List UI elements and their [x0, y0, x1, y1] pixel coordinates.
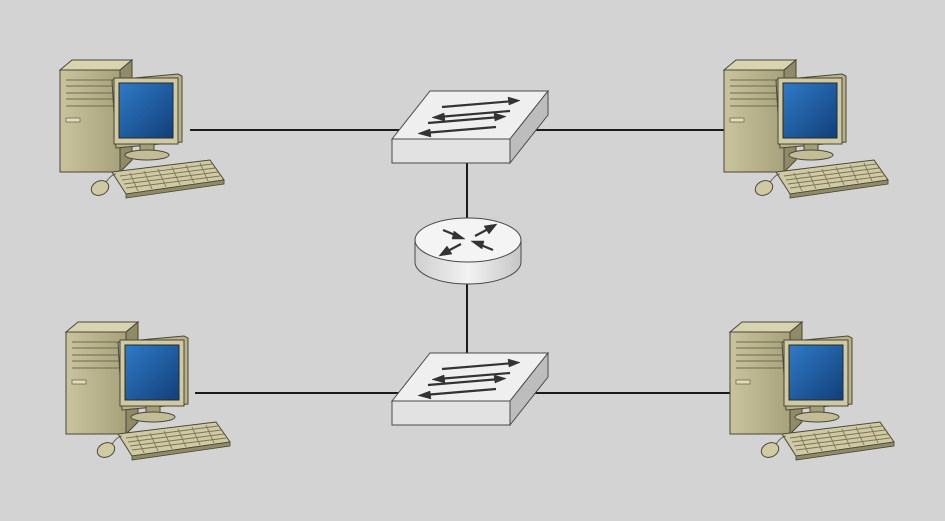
network-switch-icon[interactable] — [390, 89, 550, 165]
desktop-computer-icon[interactable] — [729, 321, 895, 461]
desktop-computer-icon[interactable] — [65, 321, 231, 461]
router-icon[interactable] — [413, 216, 523, 286]
network-switch-icon[interactable] — [390, 351, 550, 427]
desktop-computer-icon[interactable] — [723, 59, 889, 199]
